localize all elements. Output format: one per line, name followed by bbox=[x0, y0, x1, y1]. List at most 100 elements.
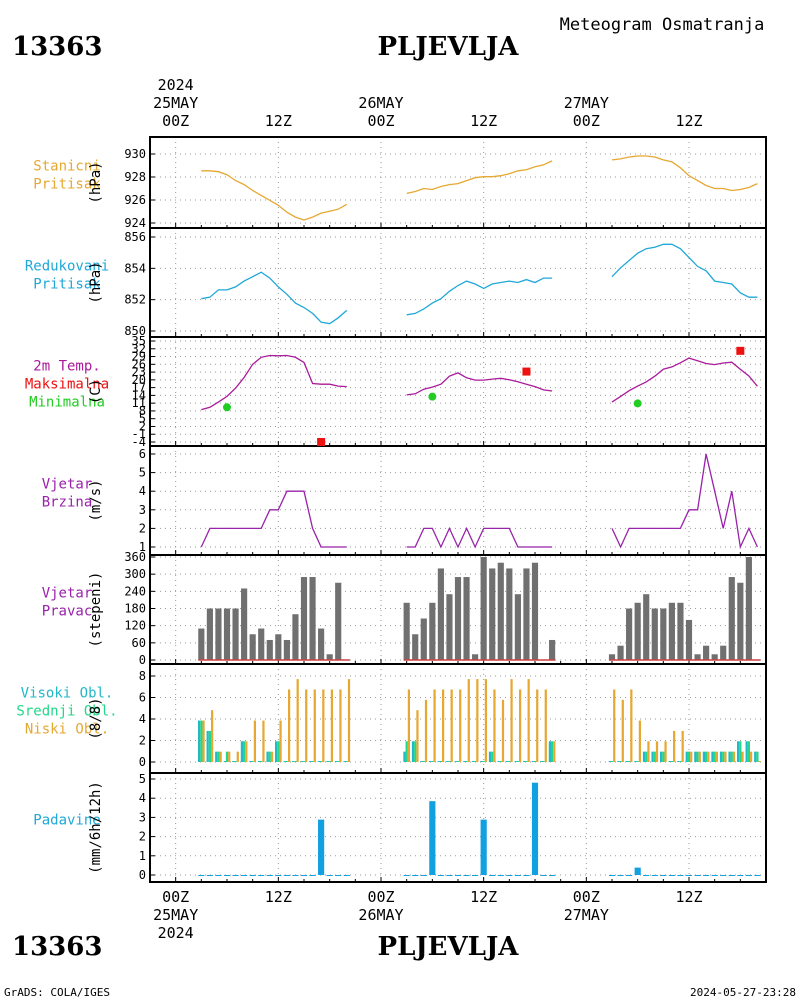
cloud-low-bar bbox=[202, 720, 205, 762]
panel-frame bbox=[149, 136, 767, 229]
cloud-low-bar bbox=[330, 689, 334, 762]
cloud-mid-bar bbox=[345, 761, 348, 762]
precip-bar bbox=[626, 875, 633, 876]
precip-bar bbox=[737, 875, 744, 876]
y-tick-label: 11 bbox=[132, 396, 146, 410]
cloud-high-bar bbox=[428, 761, 432, 762]
wind-direction-bar bbox=[497, 562, 504, 660]
cloud-mid-bar bbox=[448, 761, 451, 762]
unit-label: (hPa) bbox=[88, 261, 104, 303]
cloud-low-bar bbox=[339, 689, 342, 762]
wind-direction-bar bbox=[309, 577, 316, 660]
wind-direction-bar bbox=[318, 628, 325, 660]
cloud-mid-bar bbox=[268, 751, 271, 762]
temp-max-marker bbox=[522, 367, 531, 376]
cloud-high-bar bbox=[206, 730, 209, 762]
cloud-high-bar bbox=[548, 741, 551, 762]
cloud-high-bar bbox=[197, 720, 201, 762]
panel-label: Srednji Obl. bbox=[16, 704, 117, 720]
cloud-high-bar bbox=[728, 751, 731, 762]
cloud-mid-bar bbox=[456, 761, 460, 762]
cloud-low-bar bbox=[493, 689, 496, 762]
y-tick-label: 0 bbox=[139, 653, 146, 667]
footer-timestamp: 2024-05-27-23:28 bbox=[690, 986, 796, 999]
cloud-high-bar bbox=[685, 751, 688, 762]
cloud-high-bar bbox=[223, 761, 226, 762]
unit-label: (m/s) bbox=[88, 479, 104, 521]
y-tick-label: 0 bbox=[139, 755, 146, 769]
time-label-top: 00Z bbox=[573, 112, 600, 130]
precip-bar bbox=[437, 875, 444, 876]
y-tick-label: 8 bbox=[139, 669, 146, 683]
cloud-low-bar bbox=[707, 751, 710, 762]
time-label-top: 2024 bbox=[158, 76, 194, 94]
wind-direction-bar bbox=[617, 645, 624, 660]
cloud-low-bar bbox=[424, 699, 428, 762]
cloud-high-bar bbox=[334, 761, 338, 762]
y-tick-label: 35 bbox=[132, 334, 146, 348]
wind-direction-bar bbox=[634, 602, 641, 660]
wind-direction-bar bbox=[403, 602, 410, 660]
cloud-mid-bar bbox=[747, 741, 751, 762]
cloud-low-bar bbox=[690, 751, 693, 762]
panel-label: Pravac bbox=[42, 604, 93, 620]
cloud-high-bar bbox=[659, 751, 663, 762]
cloud-high-bar bbox=[642, 751, 646, 762]
y-tick-label: 4 bbox=[139, 712, 146, 726]
cloud-mid-bar bbox=[662, 751, 665, 762]
temp-min-marker bbox=[223, 403, 231, 412]
cloud-mid-bar bbox=[645, 751, 648, 762]
y-tick-label: 29 bbox=[132, 350, 146, 364]
precip-bar bbox=[754, 875, 761, 876]
cloud-low-bar bbox=[296, 679, 299, 762]
precip-bar bbox=[266, 875, 273, 876]
precip-bar bbox=[549, 875, 556, 876]
cloud-mid-bar bbox=[242, 741, 246, 762]
precip-bar bbox=[446, 875, 453, 876]
precip-bar bbox=[232, 875, 239, 876]
wind-direction-bar bbox=[720, 645, 727, 660]
y-tick-label: 120 bbox=[124, 619, 146, 633]
wind-direction-bar bbox=[514, 594, 521, 660]
cloud-high-bar bbox=[283, 761, 286, 762]
precip-bar bbox=[540, 875, 547, 876]
temp-max-marker bbox=[317, 438, 326, 446]
wind-direction-bar bbox=[198, 628, 205, 660]
panel-label: Stanicni bbox=[33, 159, 100, 175]
station-name-bottom: PLJEVLJA bbox=[378, 932, 520, 962]
cloud-mid-bar bbox=[225, 751, 229, 762]
wind-direction-bar bbox=[608, 654, 616, 660]
cloud-low-bar bbox=[664, 741, 667, 762]
cloud-high-bar bbox=[754, 751, 757, 762]
precip-bar bbox=[206, 875, 213, 876]
panel-label: Brzina bbox=[42, 495, 93, 511]
cloud-mid-bar bbox=[670, 761, 674, 762]
cloud-mid-bar bbox=[439, 761, 443, 762]
precip-bar bbox=[215, 875, 222, 876]
time-label-bottom: 25MAY bbox=[153, 906, 198, 924]
time-label-bottom: 00Z bbox=[162, 888, 189, 906]
time-label-bottom: 26MAY bbox=[358, 906, 403, 924]
cloud-mid-bar bbox=[525, 761, 528, 762]
cloud-low-bar bbox=[484, 679, 488, 762]
wind-direction-bar bbox=[266, 639, 273, 660]
temperature-line bbox=[611, 357, 758, 403]
precip-bar bbox=[318, 819, 325, 875]
wind-direction-bar bbox=[694, 654, 701, 660]
cloud-low-bar bbox=[647, 741, 650, 762]
cloud-low-bar bbox=[228, 751, 231, 762]
cloud-mid-bar bbox=[208, 730, 212, 762]
cloud-high-bar bbox=[266, 751, 269, 762]
precip-bar bbox=[241, 875, 248, 876]
wind-direction-bar bbox=[335, 582, 342, 660]
time-label-bottom: 2024 bbox=[158, 924, 194, 942]
cloud-low-bar bbox=[322, 689, 325, 762]
precip-bar bbox=[643, 875, 650, 876]
wind-direction-bar bbox=[283, 639, 290, 660]
cloud-high-bar bbox=[488, 751, 492, 762]
cloud-mid-bar bbox=[636, 761, 639, 762]
cloud-mid-bar bbox=[294, 761, 297, 762]
cloud-low-bar bbox=[621, 699, 624, 762]
cloud-high-bar bbox=[446, 761, 449, 762]
station-pressure-line bbox=[611, 155, 758, 192]
